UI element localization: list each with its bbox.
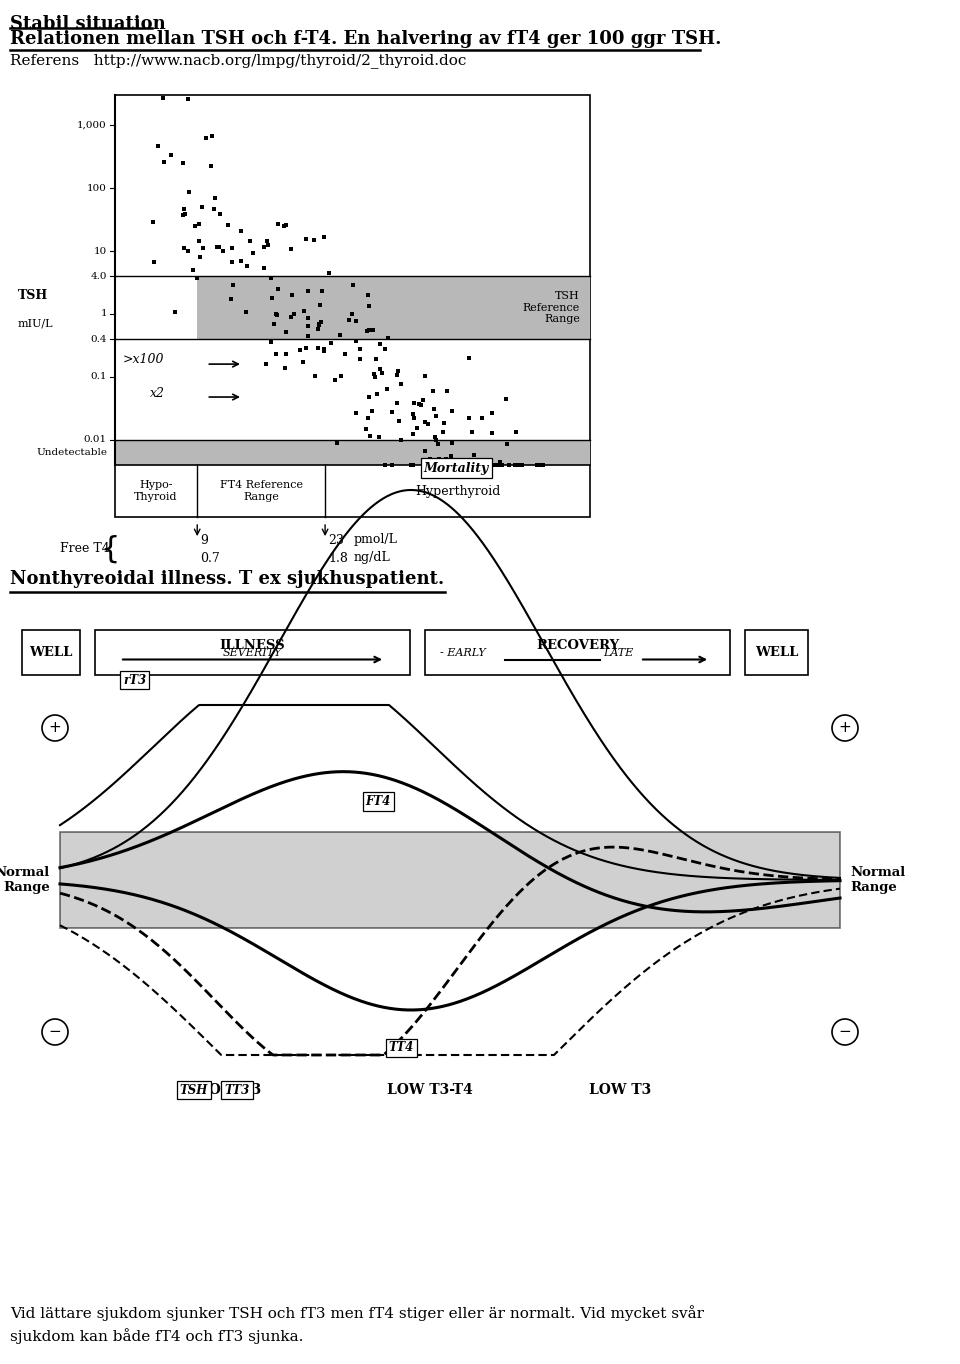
Text: WELL: WELL — [755, 647, 798, 659]
Text: mIU/L: mIU/L — [18, 319, 54, 329]
Text: +: + — [49, 720, 61, 735]
Bar — [95, 630, 410, 675]
Text: LOW T3: LOW T3 — [199, 1083, 261, 1097]
Text: Referens   http://www.nacb.org/lmpg/thyroid/2_thyroid.doc: Referens http://www.nacb.org/lmpg/thyroi… — [10, 53, 467, 68]
Text: 9: 9 — [201, 533, 208, 547]
Text: pmol/L: pmol/L — [353, 533, 397, 547]
Text: Undetectable: Undetectable — [36, 447, 107, 457]
Text: ng/dL: ng/dL — [353, 551, 390, 565]
Circle shape — [42, 1019, 68, 1045]
Text: 100: 100 — [87, 184, 107, 192]
Text: WELL: WELL — [30, 647, 73, 659]
Text: 1,000: 1,000 — [77, 120, 107, 130]
Text: Hyperthyroid: Hyperthyroid — [415, 484, 500, 498]
Text: - EARLY: - EARLY — [440, 648, 486, 659]
Text: 0.01: 0.01 — [84, 435, 107, 445]
Text: rT3: rT3 — [123, 674, 146, 686]
Bar — [115, 441, 590, 465]
Text: LOW T3: LOW T3 — [588, 1083, 651, 1097]
Circle shape — [832, 1019, 858, 1045]
Text: LOW T3-T4: LOW T3-T4 — [387, 1083, 473, 1097]
Bar — [115, 465, 590, 517]
Text: Hypo-
Thyroid: Hypo- Thyroid — [134, 480, 178, 502]
Text: 23: 23 — [328, 533, 344, 547]
Text: Mortality: Mortality — [423, 461, 489, 475]
Text: Nonthyreoidal illness. T ex sjukhuspatient.: Nonthyreoidal illness. T ex sjukhuspatie… — [10, 570, 444, 588]
Text: 1: 1 — [101, 310, 107, 318]
Bar — [22, 630, 80, 675]
Text: 0.4: 0.4 — [90, 334, 107, 344]
Text: Stabil situation: Stabil situation — [10, 15, 166, 33]
Text: x2: x2 — [150, 387, 165, 400]
Text: >x100: >x100 — [123, 353, 164, 366]
Circle shape — [832, 715, 858, 741]
Bar — [745, 630, 808, 675]
Text: TSH
Reference
Range: TSH Reference Range — [523, 291, 580, 325]
Text: {: { — [100, 535, 120, 563]
Text: LATE: LATE — [603, 648, 634, 659]
Text: TSH: TSH — [180, 1083, 208, 1097]
Text: TT3: TT3 — [225, 1083, 250, 1097]
Bar — [115, 95, 590, 465]
Text: FT4 Reference
Range: FT4 Reference Range — [220, 480, 302, 502]
Circle shape — [42, 715, 68, 741]
Text: RECOVERY: RECOVERY — [536, 638, 619, 652]
Text: Normal
Range: Normal Range — [0, 866, 50, 893]
Bar — [197, 276, 590, 340]
Text: 0.7: 0.7 — [201, 551, 220, 565]
Text: sjukdom kan både fT4 och fT3 sjunka.: sjukdom kan både fT4 och fT3 sjunka. — [10, 1329, 303, 1344]
Text: SEVERITY: SEVERITY — [223, 648, 282, 659]
Text: Relationen mellan TSH och f-T4. En halvering av fT4 ger 100 ggr TSH.: Relationen mellan TSH och f-T4. En halve… — [10, 30, 722, 48]
Bar — [425, 630, 730, 675]
Text: 4.0: 4.0 — [90, 271, 107, 281]
Text: FT4: FT4 — [366, 795, 391, 807]
Text: −: − — [49, 1024, 61, 1039]
Text: TSH: TSH — [18, 289, 48, 301]
Text: −: − — [839, 1024, 852, 1039]
Text: 1.8: 1.8 — [328, 551, 348, 565]
Text: Normal
Range: Normal Range — [850, 866, 905, 893]
Bar — [60, 832, 840, 928]
Text: 0.1: 0.1 — [90, 372, 107, 382]
Text: Vid lättare sjukdom sjunker TSH och fT3 men fT4 stiger eller är normalt. Vid myc: Vid lättare sjukdom sjunker TSH och fT3 … — [10, 1305, 704, 1320]
Text: +: + — [839, 720, 852, 735]
Text: TT4: TT4 — [389, 1042, 414, 1054]
Text: 10: 10 — [94, 247, 107, 255]
Text: Free T4: Free T4 — [60, 543, 109, 555]
Text: ILLNESS: ILLNESS — [220, 638, 285, 652]
